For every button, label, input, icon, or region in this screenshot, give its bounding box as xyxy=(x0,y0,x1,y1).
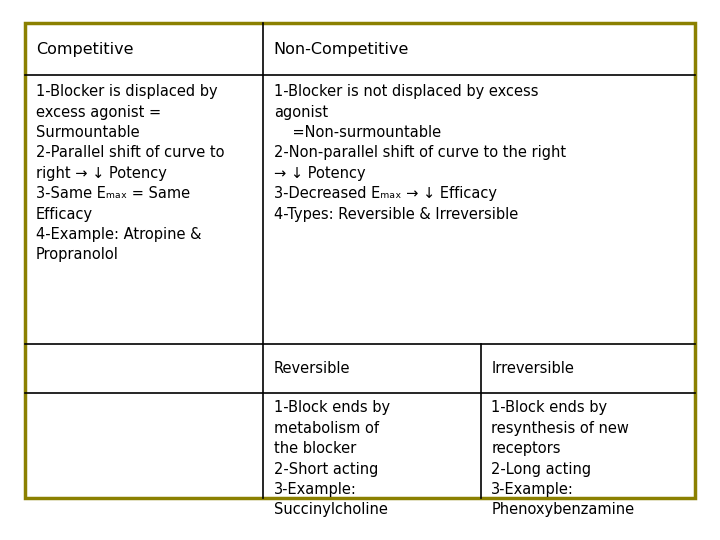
Text: 1-Block ends by
metabolism of
the blocker
2-Short acting
3-Example:
Succinylchol: 1-Block ends by metabolism of the blocke… xyxy=(274,400,390,517)
Text: 1-Blocker is displaced by
excess agonist =
Surmountable
2-Parallel shift of curv: 1-Blocker is displaced by excess agonist… xyxy=(36,84,225,262)
Text: Reversible: Reversible xyxy=(274,361,350,375)
Text: Irreversible: Irreversible xyxy=(491,361,575,375)
Text: 1-Block ends by
resynthesis of new
receptors
2-Long acting
3-Example:
Phenoxyben: 1-Block ends by resynthesis of new recep… xyxy=(491,400,634,517)
Text: Competitive: Competitive xyxy=(36,42,133,57)
Text: Non-Competitive: Non-Competitive xyxy=(274,42,409,57)
Text: 1-Blocker is not displaced by excess
agonist
    =Non-surmountable
2-Non-paralle: 1-Blocker is not displaced by excess ago… xyxy=(274,84,566,221)
